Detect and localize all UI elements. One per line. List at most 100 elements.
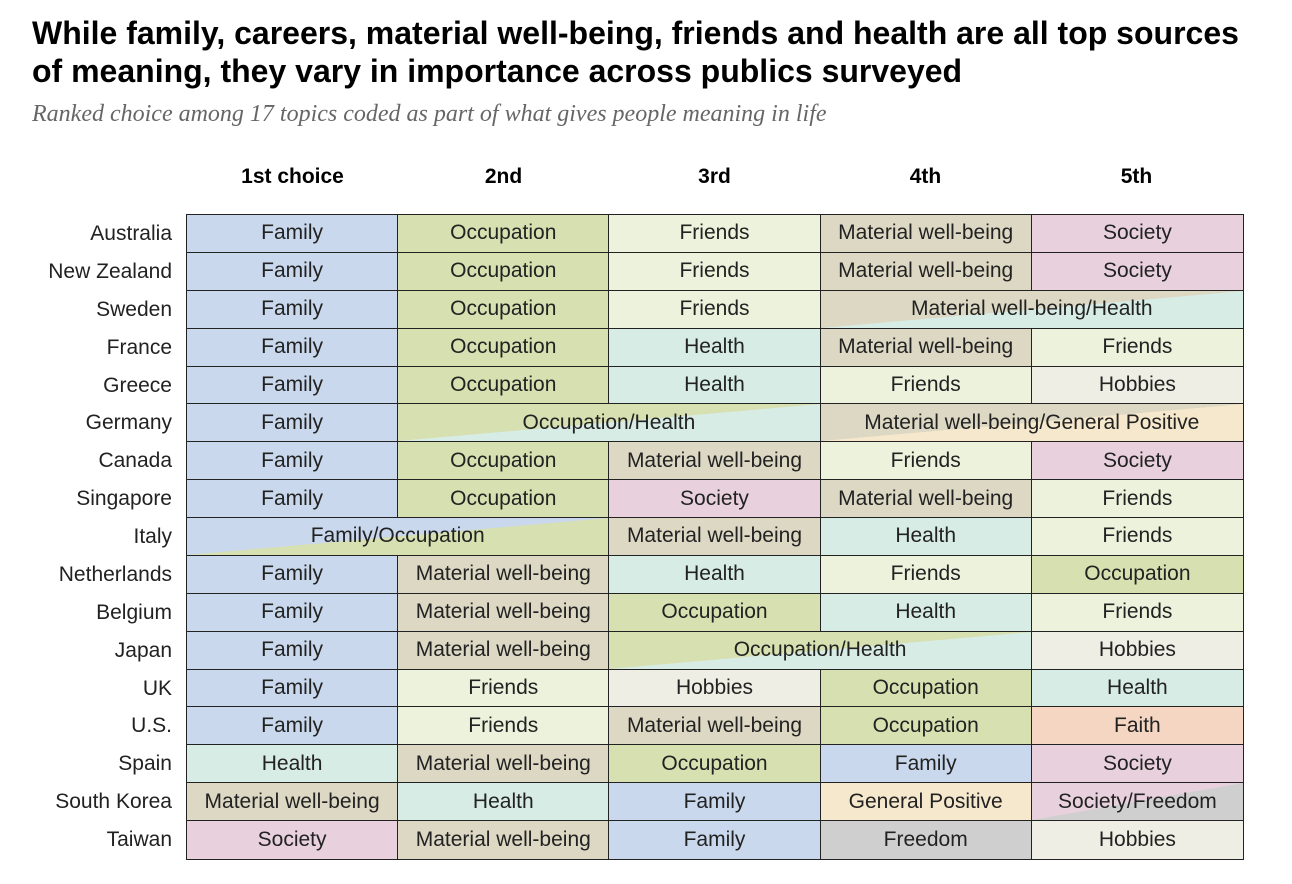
- table-cell: Family: [609, 821, 821, 859]
- table-cell: Family: [187, 252, 399, 291]
- table-cell: Material well-being: [187, 783, 399, 822]
- column-headers: 1st choice 2nd 3rd 4th 5th: [187, 165, 1243, 195]
- table-cell: Material well-being: [398, 745, 610, 784]
- table-cell: Friends: [398, 707, 610, 746]
- table-cell: Health: [398, 783, 610, 822]
- table-cell: Material well-being: [609, 707, 821, 746]
- chart-subtitle: Ranked choice among 17 topics coded as p…: [32, 101, 827, 127]
- table-cell: Occupation: [398, 366, 610, 405]
- column-header: 3rd: [698, 165, 731, 188]
- table-cell: Material well-being: [609, 518, 821, 556]
- column-header: 2nd: [484, 165, 523, 188]
- table-cell: Society: [1031, 745, 1243, 784]
- column-header: 1st choice: [241, 165, 344, 188]
- table-cell: Occupation/Health: [609, 631, 1032, 670]
- column-header: 4th: [909, 165, 942, 188]
- table-cell: Occupation: [820, 707, 1032, 746]
- table-cell: Material well-being: [820, 328, 1032, 367]
- table-cell: Occupation/Health: [398, 404, 821, 443]
- table-cell: Hobbies: [1031, 366, 1243, 405]
- table-cell: Occupation: [398, 442, 610, 481]
- country-label: Netherlands: [58, 562, 172, 586]
- table-cell: Occupation: [820, 669, 1032, 708]
- table-cell: Family: [820, 745, 1032, 784]
- table-cell: Friends: [609, 252, 821, 291]
- table-cell: Health: [1031, 669, 1243, 708]
- table-cell: Material well-being: [398, 593, 610, 632]
- table-cell: Family: [187, 442, 399, 481]
- table-cell: Family: [187, 366, 399, 405]
- table-cell: Freedom: [820, 821, 1032, 859]
- column-header: 5th: [1120, 165, 1153, 188]
- table-cell: Friends: [820, 555, 1032, 594]
- chart-title: While family, careers, material well-bei…: [32, 15, 1239, 89]
- table-cell: Society: [609, 480, 821, 519]
- table-cell: Occupation: [609, 745, 821, 784]
- country-label: Australia: [90, 222, 172, 245]
- country-label: Japan: [114, 638, 172, 662]
- country-label: Greece: [103, 373, 172, 397]
- country-label: Spain: [118, 752, 172, 776]
- country-label: Germany: [85, 411, 172, 435]
- table-cell: Occupation: [398, 328, 610, 367]
- table-cell: Material well-being: [820, 480, 1032, 519]
- table-cell: Hobbies: [609, 669, 821, 708]
- country-label: Singapore: [76, 487, 172, 511]
- table-cell: Friends: [609, 290, 821, 329]
- table-cell: Family: [187, 328, 399, 367]
- table-cell: Health: [609, 328, 821, 367]
- table-cell: Family: [187, 480, 399, 519]
- table-cell: Friends: [820, 366, 1032, 405]
- table-cell: Hobbies: [1031, 821, 1243, 859]
- table-cell: Friends: [1031, 518, 1243, 556]
- table-cell: Friends: [398, 669, 610, 708]
- table-cell: Occupation: [1031, 555, 1243, 594]
- table-cell: Family/Occupation: [187, 518, 610, 556]
- table-cell: Society: [187, 821, 399, 859]
- country-label: U.S.: [131, 714, 172, 738]
- table-cell: Material well-being: [820, 252, 1032, 291]
- table-cell: Friends: [1031, 328, 1243, 367]
- table-cell: Health: [609, 366, 821, 405]
- country-label: South Korea: [55, 790, 172, 814]
- table-cell: Material well-being: [609, 442, 821, 481]
- country-label: France: [106, 335, 172, 359]
- country-label: Belgium: [96, 600, 172, 624]
- table-cell: Family: [609, 783, 821, 822]
- table-cell: Material well-being: [398, 821, 610, 859]
- table-cell: Family: [187, 555, 399, 594]
- table-cell: Friends: [609, 215, 821, 253]
- table-cell: Family: [187, 707, 399, 746]
- table-cell: Health: [187, 745, 399, 784]
- table-cell: Family: [187, 669, 399, 708]
- table-cell: Hobbies: [1031, 631, 1243, 670]
- country-label: New Zealand: [48, 259, 172, 283]
- table-cell: Society/Freedom: [1031, 783, 1243, 822]
- country-label: Canada: [98, 449, 172, 473]
- country-label: Italy: [133, 525, 172, 549]
- table-cell: General Positive: [820, 783, 1032, 822]
- table-cell: Society: [1031, 252, 1243, 291]
- country-label: Taiwan: [106, 828, 172, 852]
- table-cell: Occupation: [398, 252, 610, 291]
- table-cell: Material well-being/Health: [820, 290, 1243, 329]
- table-cell: Health: [820, 518, 1032, 556]
- table-cell: Family: [187, 290, 399, 329]
- table-cell: Material well-being: [820, 215, 1032, 253]
- table-cell: Material well-being: [398, 555, 610, 594]
- table-cell: Friends: [1031, 593, 1243, 632]
- country-label: UK: [142, 676, 172, 700]
- table-cell: Occupation: [398, 290, 610, 329]
- ranking-table: Family Occupation Friends Material well-bei…: [186, 214, 1244, 860]
- table-cell: Occupation: [398, 215, 610, 253]
- country-label: Sweden: [96, 297, 172, 321]
- table-cell: Family: [187, 631, 399, 670]
- table-cell: Society: [1031, 215, 1243, 253]
- table-cell: Faith: [1031, 707, 1243, 746]
- table-cell: Family: [187, 593, 399, 632]
- table-cell: Society: [1031, 442, 1243, 481]
- table-cell: Family: [187, 404, 399, 443]
- table-cell: Health: [820, 593, 1032, 632]
- table-cell: Family: [187, 215, 399, 253]
- table-cell: Occupation: [398, 480, 610, 519]
